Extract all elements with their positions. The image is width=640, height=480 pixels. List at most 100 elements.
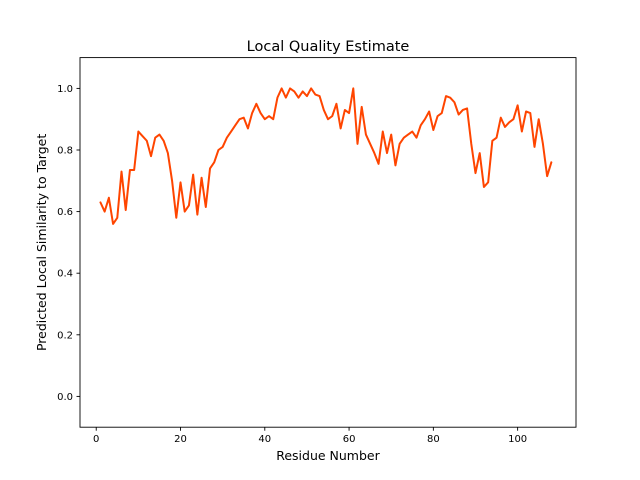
data-point [348,112,349,113]
data-point [391,134,392,135]
data-point [517,105,518,106]
data-point [142,136,143,137]
data-point [412,131,413,132]
data-point [117,217,118,218]
data-point [302,91,303,92]
data-point [521,131,522,132]
data-point [104,211,105,212]
data-point [180,182,181,183]
data-point [150,156,151,157]
data-point [239,119,240,120]
data-point [340,128,341,129]
data-point [285,97,286,98]
data-point [429,111,430,112]
data-point [525,111,526,112]
data-point [479,152,480,153]
y-tick-label: 0.2 [57,330,73,341]
data-point [361,106,362,107]
data-point [534,146,535,147]
data-point [437,116,438,117]
data-point [547,176,548,177]
plot-series [99,87,553,225]
data-point [243,117,244,118]
data-point [167,152,168,153]
data-point [100,202,101,203]
data-point [327,119,328,120]
data-point [277,97,278,98]
data-point [407,134,408,135]
data-point [112,223,113,224]
data-point [218,149,219,150]
data-point [416,137,417,138]
data-point [146,140,147,141]
data-point [542,143,543,144]
x-tick-label: 100 [508,434,527,445]
data-point [488,182,489,183]
data-point [311,88,312,89]
data-point [370,143,371,144]
axis-ticks: 0 20 40 60 80 100 0.0 0.2 0.4 0.6 0.8 1.0 [57,84,527,445]
data-point [420,125,421,126]
data-point [445,96,446,97]
data-point [332,116,333,117]
data-point [399,143,400,144]
data-point [378,163,379,164]
data-point [134,169,135,170]
data-point [513,119,514,120]
data-point [483,186,484,187]
data-point [247,128,248,129]
data-point [551,162,552,163]
plot-frame [79,57,577,428]
data-point [500,117,501,118]
data-point [184,211,185,212]
data-point [125,209,126,210]
series-line [99,87,553,225]
data-point [294,91,295,92]
data-point [129,169,130,170]
x-tick-label: 80 [427,434,440,445]
x-axis-label: Residue Number [276,448,380,463]
data-point [163,140,164,141]
data-point [365,134,366,135]
data-point [450,97,451,98]
data-point [306,96,307,97]
data-point [441,112,442,113]
data-point [323,109,324,110]
data-point [509,122,510,123]
data-point [264,119,265,120]
data-point [252,112,253,113]
data-point [289,88,290,89]
data-point [374,152,375,153]
y-tick-label: 0.6 [57,207,73,218]
data-point [454,102,455,103]
data-point [298,97,299,98]
x-tick-label: 0 [93,434,99,445]
data-point [281,88,282,89]
y-tick-label: 0.8 [57,146,73,157]
data-point [462,109,463,110]
data-point [353,88,354,89]
data-point [256,103,257,104]
data-point [475,173,476,174]
data-point [222,146,223,147]
data-point [424,119,425,120]
y-tick-label: 0.0 [57,392,73,403]
data-point [121,171,122,172]
x-tick-label: 60 [343,434,356,445]
data-point [471,143,472,144]
y-axis-label: Predicted Local Similarity to Target [34,134,49,351]
data-point [386,152,387,153]
x-tick-label: 20 [174,434,187,445]
data-point [226,137,227,138]
data-point [357,143,358,144]
x-tick-label: 40 [258,434,271,445]
data-point [395,165,396,166]
data-point [235,125,236,126]
data-point [176,217,177,218]
data-point [530,112,531,113]
data-point [319,96,320,97]
data-point [268,116,269,117]
